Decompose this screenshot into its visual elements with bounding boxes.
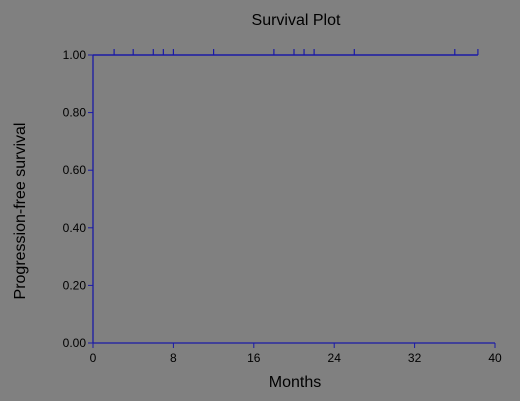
x-tick-label: 0 xyxy=(90,351,97,365)
y-tick-label: 0.20 xyxy=(63,278,87,292)
y-tick-label: 0.00 xyxy=(63,336,87,350)
chart-title: Survival Plot xyxy=(252,12,341,29)
survival-series xyxy=(93,49,479,56)
x-tick-label: 32 xyxy=(408,351,422,365)
x-tick-label: 40 xyxy=(488,351,502,365)
axes xyxy=(92,55,495,344)
y-tick-label: 0.40 xyxy=(63,221,87,235)
y-axis-label: Progression-free survival xyxy=(12,123,29,300)
y-axis-ticks: 0.00 0.20 0.40 0.60 0.80 1.00 xyxy=(63,48,93,350)
x-tick-label: 8 xyxy=(170,351,177,365)
y-tick-label: 0.80 xyxy=(63,106,87,120)
y-tick-label: 1.00 xyxy=(63,48,87,62)
x-axis-label: Months xyxy=(269,374,321,391)
x-axis-ticks: 0 8 16 24 32 40 xyxy=(90,343,502,365)
x-tick-label: 24 xyxy=(328,351,342,365)
y-tick-label: 0.60 xyxy=(63,163,87,177)
x-tick-label: 16 xyxy=(247,351,261,365)
